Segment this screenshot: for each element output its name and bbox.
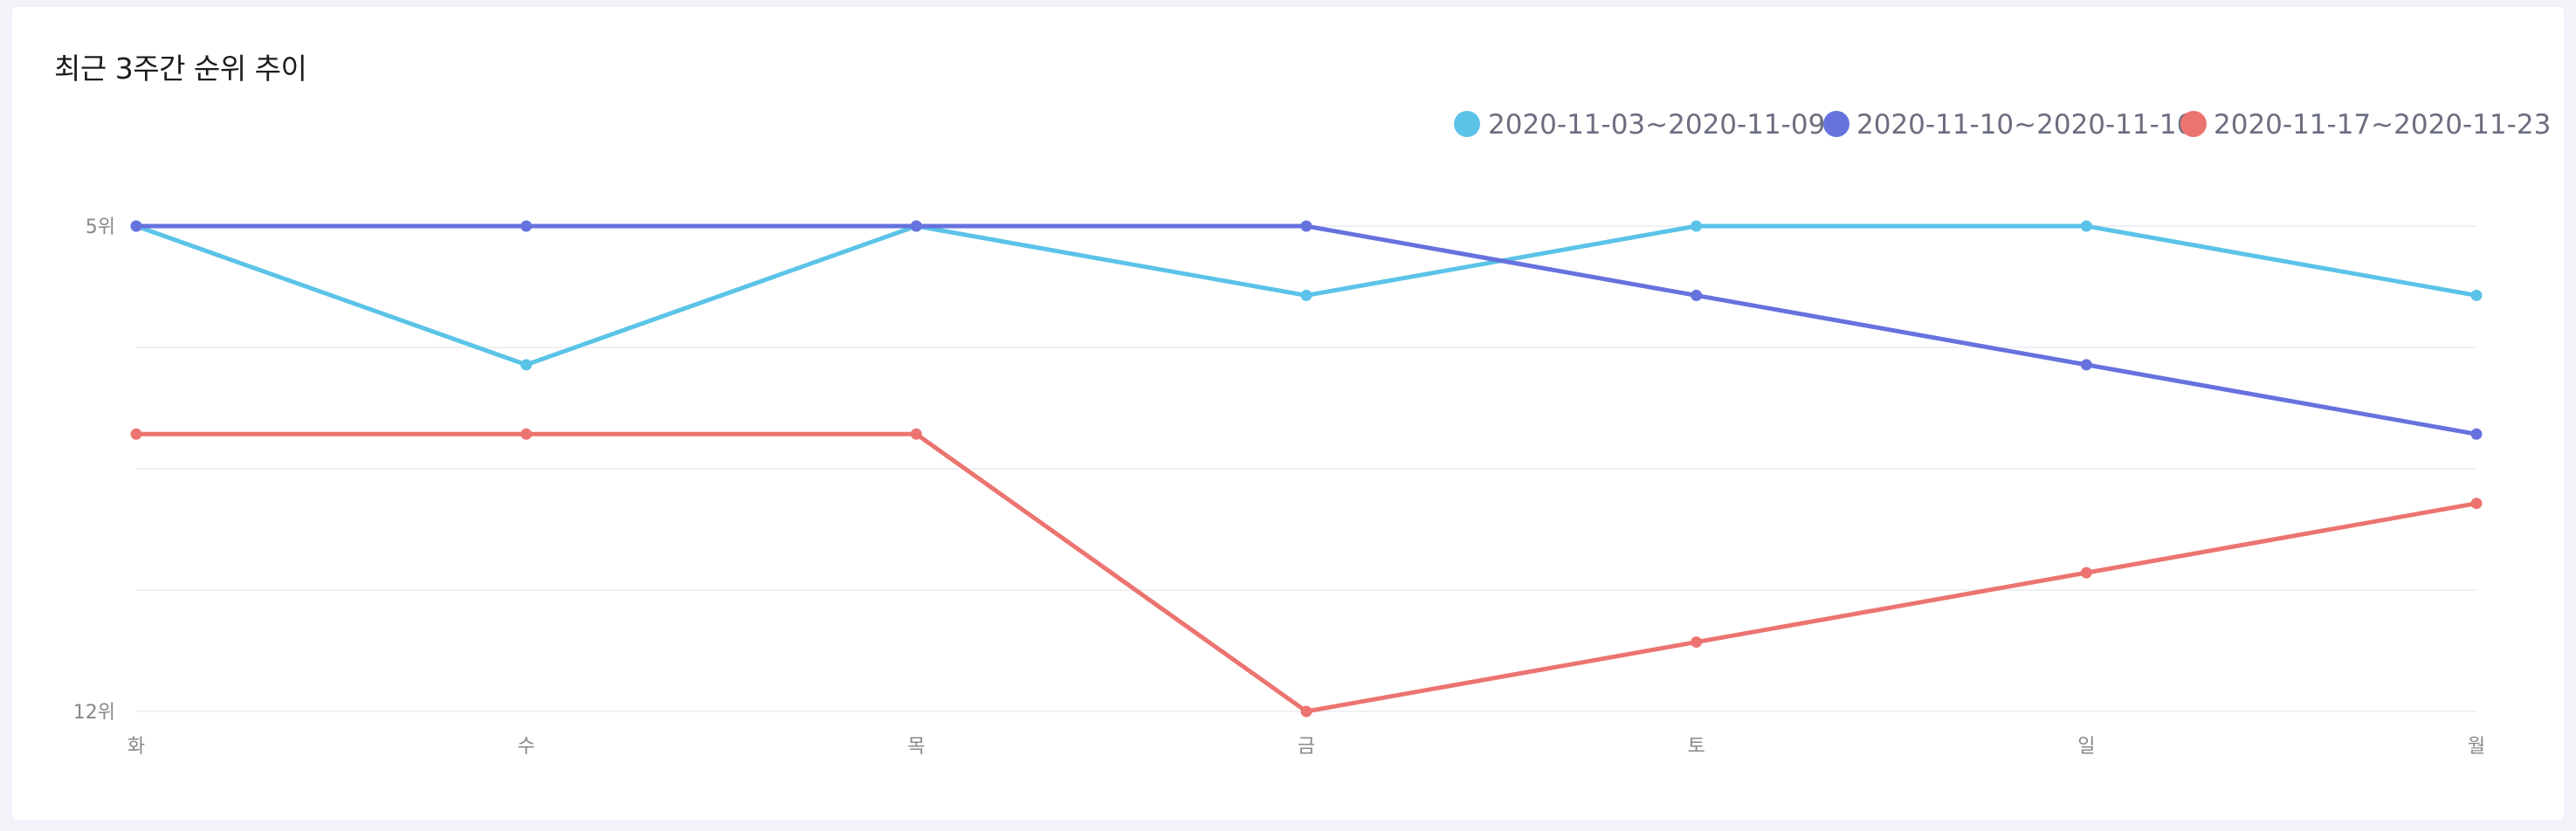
data-point[interactable]	[1300, 220, 1312, 232]
data-point[interactable]	[2470, 498, 2483, 510]
legend: 2020-11-03~2020-11-09 2020-11-10~2020-11-…	[1454, 109, 2551, 141]
x-tick-label: 화	[127, 736, 145, 758]
data-point[interactable]	[130, 428, 142, 440]
series-line	[134, 431, 2479, 714]
legend-label: 2020-11-17~2020-11-23	[2214, 109, 2551, 141]
data-point[interactable]	[1691, 636, 1703, 649]
legend-label: 2020-11-03~2020-11-09	[1488, 109, 1825, 141]
data-point[interactable]	[520, 220, 533, 232]
x-tick-label: 목	[907, 736, 925, 758]
chart-title: 최근 3주간 순위 추이	[54, 52, 307, 86]
x-tick-label: 토	[1688, 736, 1705, 758]
data-point[interactable]	[2470, 428, 2483, 440]
data-point[interactable]	[520, 428, 533, 440]
x-tick-label: 일	[2077, 736, 2095, 758]
series-3	[130, 428, 2483, 718]
data-point[interactable]	[520, 359, 533, 371]
data-point[interactable]	[1300, 289, 1312, 301]
data-point[interactable]	[2080, 359, 2092, 371]
data-point[interactable]	[130, 220, 142, 232]
x-tick-label: 월	[2468, 736, 2485, 758]
chart-card	[12, 7, 2564, 821]
data-point[interactable]	[2080, 220, 2092, 232]
series-line	[134, 223, 2479, 436]
legend-item[interactable]: 2020-11-17~2020-11-23	[2180, 109, 2551, 141]
series-2	[130, 220, 2483, 440]
data-point[interactable]	[1300, 705, 1312, 718]
y-tick-label: 5위	[86, 216, 115, 238]
data-point[interactable]	[1691, 289, 1703, 301]
legend-swatch-icon	[1454, 111, 1480, 137]
y-axis-ticks: 5위 12위	[73, 216, 115, 724]
legend-label: 2020-11-10~2020-11-16	[1856, 109, 2194, 141]
legend-item[interactable]: 2020-11-10~2020-11-16	[1823, 109, 2194, 141]
y-tick-label: 12위	[73, 702, 115, 724]
series-lines	[130, 220, 2483, 718]
legend-swatch-icon	[1823, 111, 1849, 137]
data-point[interactable]	[910, 428, 922, 440]
x-tick-label: 수	[518, 736, 535, 758]
legend-swatch-icon	[2180, 111, 2207, 137]
data-point[interactable]	[2080, 567, 2092, 579]
data-point[interactable]	[910, 220, 922, 232]
x-tick-label: 금	[1298, 736, 1315, 758]
legend-item[interactable]: 2020-11-03~2020-11-09	[1454, 109, 1825, 141]
data-point[interactable]	[1691, 220, 1703, 232]
data-point[interactable]	[2470, 289, 2483, 301]
